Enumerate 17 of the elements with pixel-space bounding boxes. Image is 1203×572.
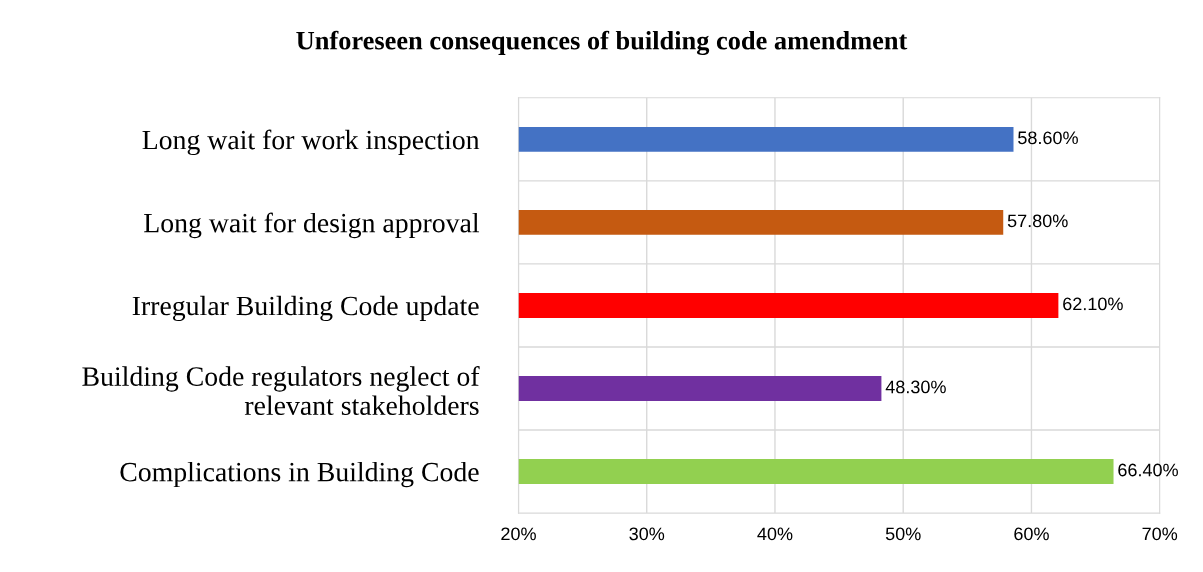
data-label: 57.80%: [1007, 214, 1068, 228]
x-tick-label: 60%: [1014, 527, 1049, 541]
data-label: 58.60%: [1018, 131, 1078, 145]
y-tick-label: Complications in Building Code: [120, 461, 479, 488]
x-tick-label: 30%: [629, 527, 665, 541]
x-tick-label: 70%: [1142, 527, 1178, 541]
x-tick-label: 20%: [501, 527, 536, 541]
y-tick-label: Long wait for design approval: [144, 212, 480, 239]
data-label: 66.40%: [1118, 463, 1178, 477]
data-label: 62.10%: [1063, 297, 1123, 311]
x-tick-label: 40%: [757, 527, 793, 541]
chart-title: Unforeseen consequences of building code amendment: [296, 30, 908, 56]
y-tick-label: Irregular Building Code update: [132, 295, 479, 322]
y-tick-label: Long wait for work inspection: [142, 129, 480, 156]
x-tick-label: 50%: [885, 527, 921, 541]
y-tick-label: Building Code regulators neglect of relevant stakeholders: [82, 366, 480, 416]
data-label: 48.30%: [885, 380, 946, 394]
